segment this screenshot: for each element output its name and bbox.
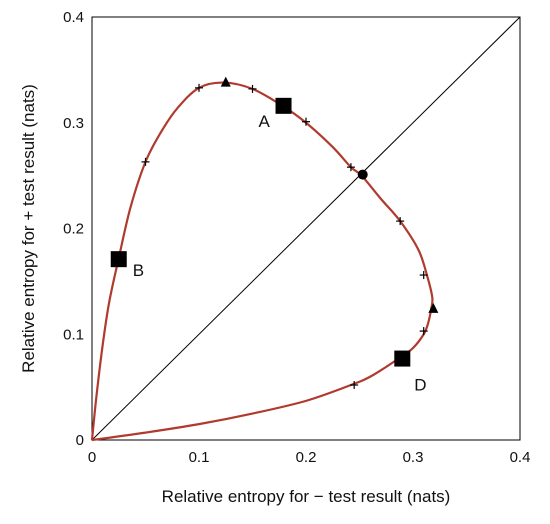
plus-marker [396, 217, 405, 226]
label-layer: A B D [133, 112, 427, 395]
plus-marker [350, 381, 359, 390]
x-axis-title: Relative entropy for − test result (nats… [162, 487, 451, 506]
y-tick-label: 0.2 [63, 221, 84, 238]
triangle-marker [428, 302, 439, 313]
point-label-d: D [414, 376, 426, 395]
x-tick-label: 0.1 [189, 449, 210, 466]
y-tick-label: 0.3 [63, 115, 84, 132]
point-label-a: A [259, 112, 271, 131]
plus-marker [302, 117, 310, 126]
y-tick-label: 0.1 [63, 326, 84, 343]
triangle-marker [220, 76, 231, 87]
circle-marker [357, 169, 368, 180]
series-layer [90, 81, 434, 442]
plot-frame [91, 16, 521, 441]
x-tick-label: 0.4 [510, 449, 531, 466]
axes-layer: 0 0.1 0.2 0.3 0.4 0 0.1 0.2 0.3 0.4 Relative entro… [19, 9, 530, 506]
plus-marker [195, 83, 203, 92]
plus-marker [419, 327, 428, 336]
diagonal-line [91, 16, 521, 441]
square-marker-b [110, 251, 127, 268]
plus-marker [248, 84, 257, 93]
y-tick-label: 0 [76, 432, 84, 449]
plus-marker [419, 271, 428, 280]
y-tick-label: 0.4 [63, 9, 84, 26]
plus-marker [141, 157, 150, 166]
x-tick-label: 0.3 [403, 449, 424, 466]
entropy-curve [90, 81, 434, 442]
plus-marker [346, 163, 355, 172]
y-axis-title: Relative entropy for + test result (nats… [19, 84, 38, 373]
point-label-b: B [133, 261, 144, 280]
x-tick-label: 0.2 [296, 449, 317, 466]
square-marker-a [275, 97, 292, 114]
x-tick-label: 0 [88, 449, 96, 466]
square-marker-d [394, 350, 411, 367]
marker-layer [110, 76, 439, 390]
